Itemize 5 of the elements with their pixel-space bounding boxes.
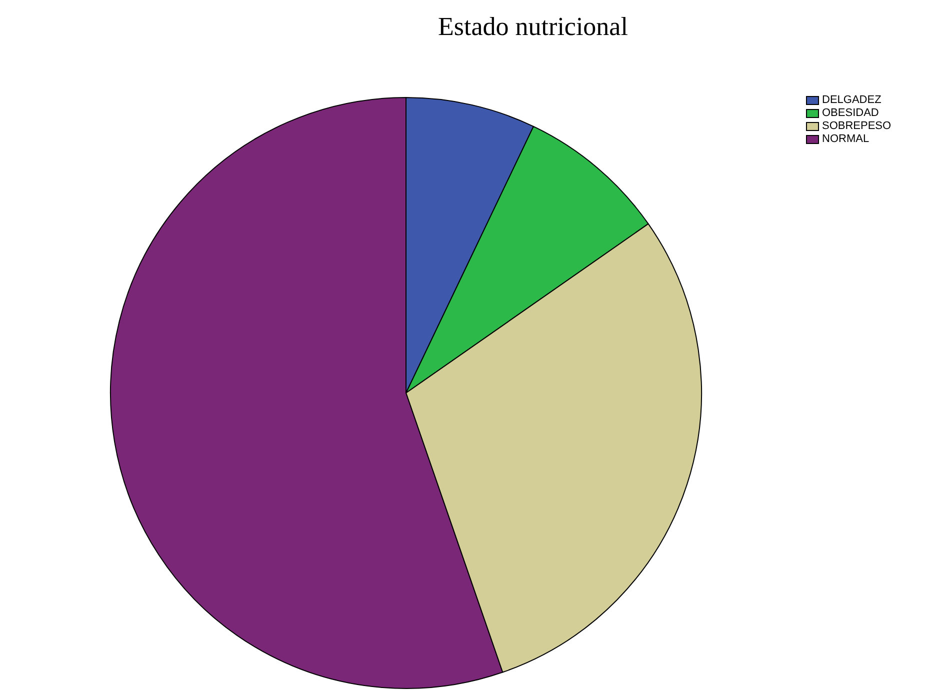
legend-label: DELGADEZ [822, 94, 882, 107]
legend-label: NORMAL [822, 133, 870, 146]
legend-label: OBESIDAD [822, 107, 879, 120]
legend-label: SOBREPESO [822, 120, 892, 133]
chart-title: Estado nutricional [437, 12, 629, 42]
